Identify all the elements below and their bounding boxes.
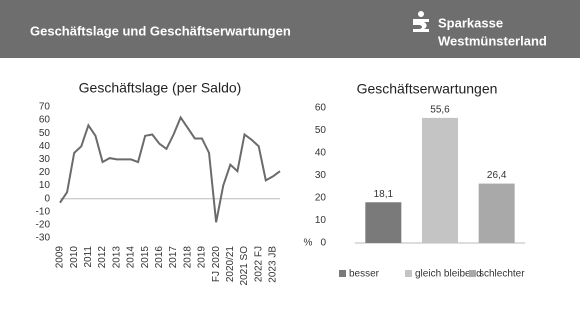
y-tick-label: 20 [39,167,51,178]
y-tick-label: 30 [315,170,327,181]
x-tick-label: 2019 [197,246,208,269]
y-tick-label: 10 [39,180,51,191]
chart-title: Geschäftslage (per Saldo) [79,80,242,96]
y-tick-label: 70 [39,102,51,113]
data-line [59,115,281,223]
x-tick-label: 2021 SO [239,246,250,286]
y-tick-label: 0 [320,238,326,249]
legend-label: besser [349,269,380,280]
y-tick-label: -30 [36,233,51,244]
x-tick-label: FJ 2020 [211,246,222,283]
x-tick-label: 2017 [168,246,179,269]
x-tick-label: 2009 [55,246,66,269]
y-tick-label: 50 [39,128,51,139]
legend-swatch [405,270,412,277]
chart-title: Geschäftserwartungen [357,81,498,97]
header-band [0,0,580,58]
x-tick-label: 2022 FJ [253,246,264,282]
x-tick-label: 2010 [69,246,80,269]
x-tick-label: 2018 [182,246,193,269]
logo-text: Sparkasse [438,15,503,30]
y-axis-label: % [304,238,313,249]
y-tick-label: -20 [36,220,51,231]
legend-swatch [339,270,346,277]
y-tick-label: 40 [315,148,327,159]
y-tick-label: 50 [315,125,327,136]
x-tick-label: 2013 [111,246,122,269]
legend-label: schlechter [479,269,525,280]
value-label: 26,4 [487,170,507,181]
y-tick-label: 0 [44,193,50,204]
x-tick-label: 2023 JB [268,246,279,283]
bar [365,202,402,243]
legend-swatch [469,270,476,277]
value-label: 55,6 [430,105,450,116]
y-tick-label: 60 [39,115,51,126]
x-tick-label: 2015 [140,246,151,269]
x-tick-label: 2016 [154,246,165,269]
x-tick-label: 2012 [97,246,108,269]
y-tick-label: 30 [39,154,51,165]
x-tick-label: 2020/21 [225,246,236,283]
header-title: Geschäftslage und Geschäftserwartungen [30,23,291,38]
value-label: 18,1 [374,189,394,200]
y-tick-label: -10 [36,206,51,217]
y-tick-label: 40 [39,141,51,152]
logo-icon [413,11,429,32]
legend-label: gleich bleibend [415,269,482,280]
y-tick-label: 10 [315,215,327,226]
x-tick-label: 2014 [126,246,137,269]
bar [422,117,458,243]
y-tick-label: 20 [315,193,327,204]
bar [478,183,515,243]
logo-text: Westmünsterland [438,33,547,48]
x-tick-label: 2011 [83,246,94,268]
y-tick-label: 60 [315,103,327,114]
